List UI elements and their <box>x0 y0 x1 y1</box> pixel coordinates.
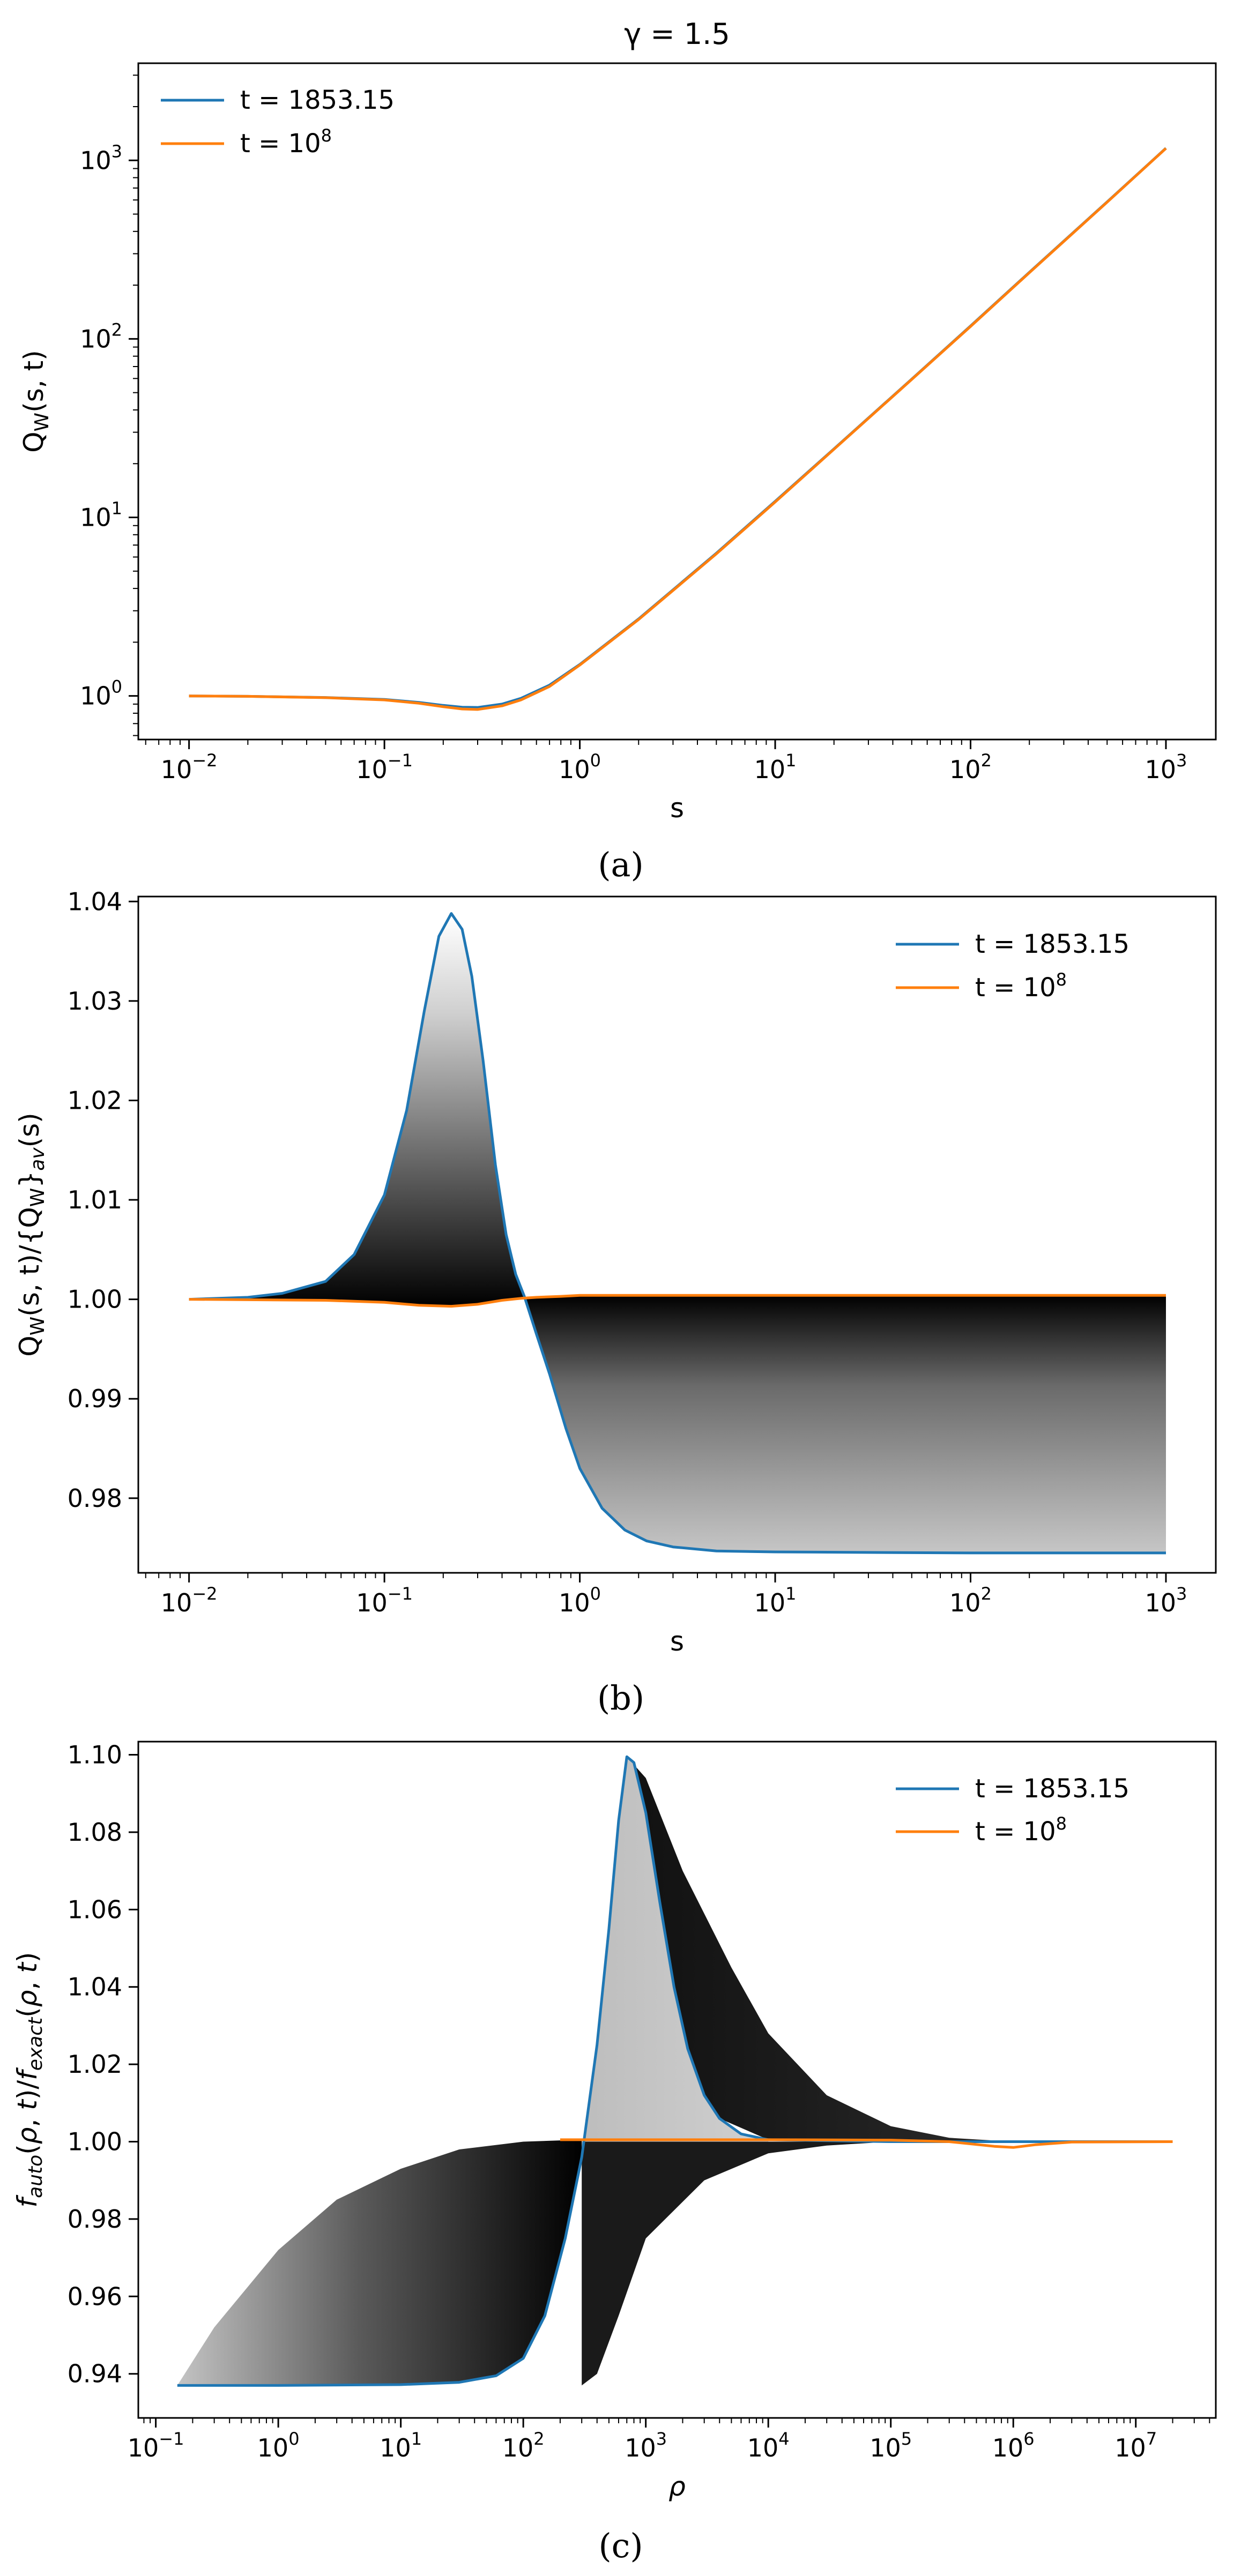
shading-region-c-upper <box>627 1757 1014 2142</box>
x-tick-label-c-2: 101 <box>380 2429 422 2462</box>
x-tick-label-a-5: 103 <box>1145 750 1187 784</box>
x-tick-label-a-0: 10−2 <box>161 750 218 784</box>
shading-region-c-lower <box>582 2141 891 2386</box>
y-tick-label-c-5: 1.04 <box>68 1973 122 2002</box>
series-line-a-2 <box>189 147 1167 711</box>
y-tick-label-c-0: 0.94 <box>68 2360 122 2388</box>
panel-b-frame <box>137 895 1217 1574</box>
panel-a-ylabel: QW(s, t) <box>18 350 53 452</box>
shading-region-b-peak <box>189 916 525 1306</box>
series-line-a-1 <box>189 147 1167 709</box>
panel-c-ylabel: fauto(ρ, t)/fexact(ρ, t) <box>12 1952 47 2208</box>
panel-c-label: (c) <box>598 2526 643 2565</box>
x-tick-label-c-8: 107 <box>1114 2429 1157 2462</box>
series-line-c-1 <box>177 1755 1173 2387</box>
x-tick-label-c-3: 102 <box>502 2429 545 2462</box>
y-tick-label-b-1: 0.99 <box>68 1384 122 1413</box>
panel-a-series <box>189 147 1167 711</box>
y-tick-label-b-5: 1.03 <box>68 987 122 1016</box>
y-tick-label-c-4: 1.02 <box>68 2050 122 2079</box>
y-tick-label-a-0: 100 <box>80 677 122 711</box>
x-tick-label-a-4: 102 <box>949 750 992 784</box>
y-tick-label-a-3: 103 <box>80 141 122 175</box>
y-tick-label-b-3: 1.01 <box>68 1185 122 1214</box>
y-tick-label-c-8: 1.10 <box>68 1741 122 1769</box>
series-line-b-1 <box>189 912 1166 1555</box>
panel-b-legend[interactable]: t = 1853.15 t = 108 <box>896 929 1129 1003</box>
panel-c-ticks: 10−1 100 101 102 103 104 105 106 107 0.94 0.96 0.98… <box>68 1741 1210 2462</box>
x-tick-label-b-5: 103 <box>1145 1584 1187 1617</box>
panel-c: 10−1 100 101 102 103 104 105 106 107 0.94 0.96 0.98… <box>12 1741 1217 2565</box>
panel-c-family-shading <box>177 1757 1014 2386</box>
panel-b-ticks: 10−2 10−1 100 101 102 103 0.98 0.99 1.00 1.01 1.02… <box>68 887 1187 1617</box>
panel-a: γ = 1.5 10−2 10−1 100 101 102 103 100 101 102 103… <box>18 17 1217 884</box>
y-tick-label-c-1: 0.96 <box>68 2282 122 2311</box>
panel-a-title: γ = 1.5 <box>624 17 730 51</box>
panel-a-legend[interactable]: t = 1853.15 t = 108 <box>161 85 395 159</box>
panel-c-xlabel: ρ <box>668 2471 686 2502</box>
x-tick-label-b-2: 100 <box>559 1584 601 1617</box>
x-tick-label-c-5: 104 <box>747 2429 790 2462</box>
y-tick-label-c-2: 0.98 <box>68 2205 122 2234</box>
series-line-c-2 <box>560 2138 1173 2149</box>
y-tick-label-b-0: 0.98 <box>68 1484 122 1513</box>
x-tick-label-a-2: 100 <box>559 750 601 784</box>
x-tick-label-b-4: 102 <box>949 1584 992 1617</box>
panel-c-legend[interactable]: t = 1853.15 t = 108 <box>896 1774 1129 1847</box>
panel-b-ylabel: QW(s, t)/{QW}av(s) <box>14 1112 49 1356</box>
x-tick-label-a-1: 10−1 <box>356 750 413 784</box>
x-tick-label-c-4: 103 <box>625 2429 667 2462</box>
x-tick-label-c-0: 10−1 <box>128 2429 184 2462</box>
x-tick-label-b-3: 101 <box>754 1584 797 1617</box>
y-tick-label-c-6: 1.06 <box>68 1895 122 1924</box>
panel-c-series <box>177 1755 1173 2387</box>
panel-b-family-shading <box>189 916 1166 1553</box>
x-tick-label-c-1: 100 <box>257 2429 300 2462</box>
x-tick-label-b-0: 10−2 <box>161 1584 218 1617</box>
legend-label-a-2: t = 108 <box>240 125 332 159</box>
legend-label-b-2: t = 108 <box>975 969 1067 1003</box>
y-tick-label-b-6: 1.04 <box>68 887 122 916</box>
panel-a-ticks: 10−2 10−1 100 101 102 103 100 101 102 103 <box>80 74 1187 784</box>
legend-label-b-1: t = 1853.15 <box>975 929 1129 959</box>
x-tick-label-a-3: 101 <box>754 750 797 784</box>
shading-region-c-peak <box>582 1758 769 2157</box>
panel-c-frame <box>137 1741 1217 2419</box>
shading-region-b-tail <box>524 1295 1166 1553</box>
y-tick-label-b-2: 1.00 <box>68 1285 122 1314</box>
legend-label-c-1: t = 1853.15 <box>975 1774 1129 1804</box>
y-tick-label-a-1: 101 <box>80 498 122 532</box>
x-tick-label-b-1: 10−1 <box>356 1584 413 1617</box>
panel-b-label: (b) <box>597 1678 644 1718</box>
legend-label-c-2: t = 108 <box>975 1813 1067 1847</box>
x-tick-label-c-7: 106 <box>992 2429 1035 2462</box>
legend-label-a-1: t = 1853.15 <box>240 85 395 115</box>
shading-region-c-left <box>177 2139 582 2386</box>
series-line-b-2 <box>189 1294 1166 1308</box>
panel-a-xlabel: s <box>670 793 684 824</box>
panel-a-label: (a) <box>598 845 643 884</box>
panel-a-frame <box>137 62 1217 741</box>
panel-b-xlabel: s <box>670 1626 684 1657</box>
x-tick-label-c-6: 105 <box>870 2429 912 2462</box>
y-tick-label-c-7: 1.08 <box>68 1818 122 1847</box>
y-tick-label-b-4: 1.02 <box>68 1086 122 1115</box>
y-tick-label-a-2: 102 <box>80 319 122 353</box>
panel-b-series <box>189 912 1166 1555</box>
panel-b: 10−2 10−1 100 101 102 103 0.98 0.99 1.00 1.01 1.02… <box>14 887 1217 1718</box>
y-tick-label-c-3: 1.00 <box>68 2127 122 2156</box>
